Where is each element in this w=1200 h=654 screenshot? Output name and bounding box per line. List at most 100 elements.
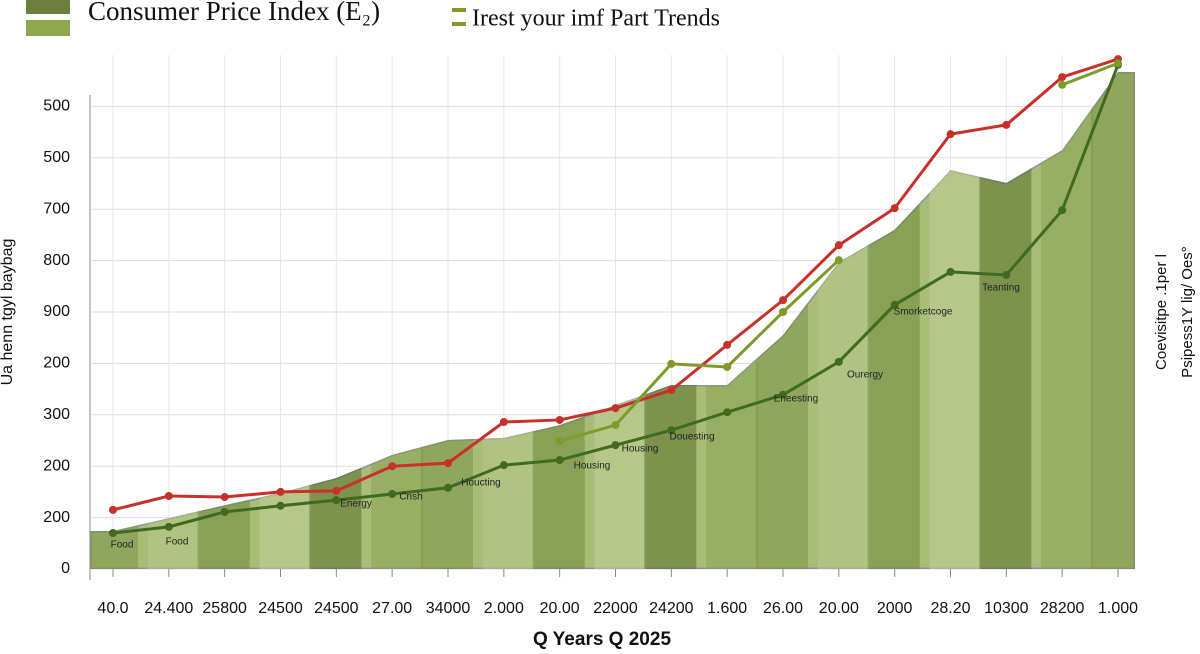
series-point xyxy=(834,357,843,366)
y-tick-label: 200 xyxy=(43,509,70,526)
area-band xyxy=(979,71,1032,569)
series-point xyxy=(555,415,564,424)
area-band xyxy=(1091,71,1135,569)
series-point xyxy=(164,522,173,531)
series-point xyxy=(667,386,676,395)
annotation: Eneesting xyxy=(774,394,818,405)
area-band xyxy=(817,71,870,569)
annotation: Douesting xyxy=(669,432,714,443)
x-tick-label: 25800 xyxy=(202,600,247,617)
x-tick-label: 20.00 xyxy=(819,600,859,617)
x-tick-label: 24500 xyxy=(258,600,303,617)
y-tick-label: 700 xyxy=(43,200,70,217)
series-point xyxy=(220,493,229,502)
legend-swatch xyxy=(452,22,466,26)
y2-axis-title: Coevisitpe .1per l xyxy=(1153,254,1170,370)
x-tick-label: 24500 xyxy=(314,600,359,617)
series-point xyxy=(388,462,397,471)
series-point xyxy=(890,204,899,213)
legend-swatch xyxy=(452,8,466,12)
series-point xyxy=(276,487,285,496)
annotation: Housing xyxy=(574,461,611,472)
legend-label: Irest your imf Part Trends xyxy=(472,6,720,32)
x-tick-label: 2.000 xyxy=(484,600,524,617)
y-tick-label: 500 xyxy=(43,149,70,166)
series-point xyxy=(499,417,508,426)
x-tick-label: 34000 xyxy=(426,600,471,617)
series-point xyxy=(444,483,452,492)
series-point xyxy=(946,267,955,276)
y-tick-label: 300 xyxy=(43,406,70,423)
series-line xyxy=(559,61,1119,443)
x-tick-label: 20.00 xyxy=(540,600,580,617)
series-point xyxy=(332,496,341,505)
series-point xyxy=(276,501,285,510)
y-axis-title: Ua henn tgyl baybag xyxy=(0,239,16,386)
annotation: Energy xyxy=(340,499,372,510)
series-point xyxy=(834,241,843,250)
series-point xyxy=(555,456,564,465)
series-point xyxy=(611,404,620,413)
x-tick-label: 28.20 xyxy=(930,600,970,617)
x-tick-label: 1.600 xyxy=(707,600,747,617)
annotation: Teanting xyxy=(982,283,1020,294)
x-tick-label: 24.400 xyxy=(144,600,193,617)
series-point xyxy=(667,359,676,368)
x-tick-label: 26.00 xyxy=(763,600,803,617)
series-point xyxy=(109,505,117,514)
series-point xyxy=(779,390,787,399)
series-point xyxy=(667,426,676,435)
annotation: Housing xyxy=(622,444,659,455)
series-point xyxy=(834,256,843,265)
chart-title: Consumer Price Index (E₂) xyxy=(88,0,380,26)
x-tick-label: 40.0 xyxy=(97,600,128,617)
y-tick-label: 200 xyxy=(43,355,70,372)
series-point xyxy=(946,130,955,139)
y-tick-label: 800 xyxy=(43,252,70,269)
series-point xyxy=(723,340,732,349)
annotation: Houcting xyxy=(461,478,500,489)
series-point xyxy=(779,296,787,305)
series-point xyxy=(611,421,620,430)
annotation: Cnsh xyxy=(399,492,422,503)
series-point xyxy=(1002,120,1011,129)
series-point xyxy=(1002,270,1011,279)
series-point xyxy=(388,489,397,498)
series-point xyxy=(1114,59,1122,68)
series-point xyxy=(555,437,564,446)
annotation: Food xyxy=(166,537,189,548)
series-point xyxy=(723,408,732,417)
y-tick-label: 500 xyxy=(43,98,70,115)
annotation: Ourergy xyxy=(847,370,883,381)
x-tick-label: 22000 xyxy=(593,600,638,617)
series-point xyxy=(164,492,173,501)
y-tick-label: 900 xyxy=(43,303,70,320)
x-tick-label: 1.000 xyxy=(1098,600,1138,617)
area-band xyxy=(1041,71,1094,569)
title-swatch xyxy=(26,20,70,36)
series-point xyxy=(890,300,899,309)
series-point xyxy=(611,441,620,450)
x-axis-title: Q Years Q 2025 xyxy=(533,629,671,650)
y-tick-label: 200 xyxy=(43,457,70,474)
annotation: Food xyxy=(111,540,134,551)
series-point xyxy=(109,529,117,538)
x-tick-label: 27.00 xyxy=(372,600,412,617)
x-tick-label: 2000 xyxy=(877,600,913,617)
series-point xyxy=(1058,80,1067,89)
series-point xyxy=(220,507,229,516)
y-tick-label: 0 xyxy=(61,560,70,577)
series-point xyxy=(1058,73,1067,82)
title-swatch xyxy=(26,0,70,14)
annotation: Smorketcoge xyxy=(894,307,953,318)
y2-axis-title: Psipess1Y lig/ Oes° xyxy=(1179,246,1196,378)
series-point xyxy=(1058,206,1067,215)
series-point xyxy=(499,461,508,470)
series-point xyxy=(723,362,732,371)
x-tick-label: 10300 xyxy=(984,600,1029,617)
series-point xyxy=(444,459,452,468)
series-point xyxy=(332,486,341,495)
series-point xyxy=(779,308,787,316)
x-tick-label: 28200 xyxy=(1040,600,1085,617)
